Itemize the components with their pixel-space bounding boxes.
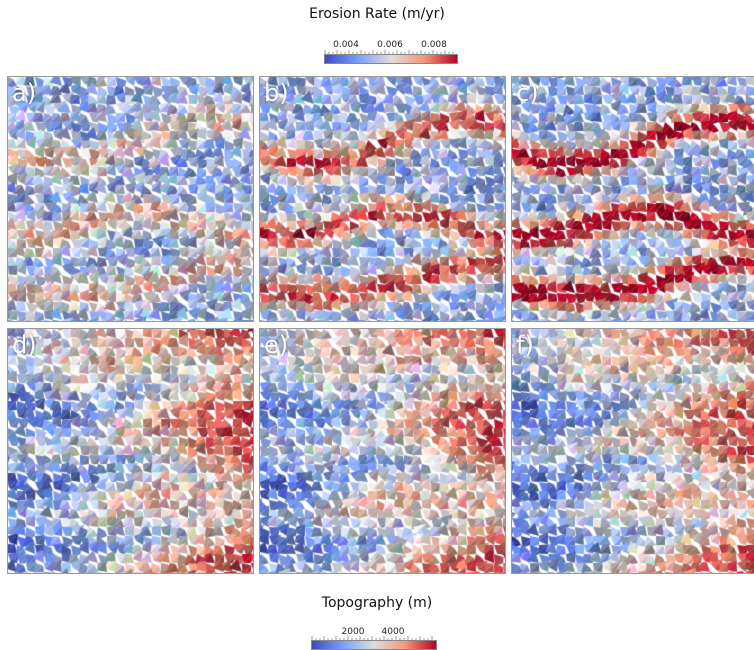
topography-map-f	[512, 329, 754, 573]
topography-tick-label: 2000	[341, 627, 365, 637]
topography-colorbar-gradient	[311, 640, 437, 650]
erosion-map-c	[512, 77, 754, 321]
topography-colorbar: 2000 4000	[311, 627, 437, 650]
topography-map-e	[260, 329, 505, 573]
erosion-map-b	[260, 77, 505, 321]
erosion-tick-label: 0.004	[333, 40, 359, 50]
erosion-map-a	[8, 77, 253, 321]
panel-c: c)	[511, 76, 754, 322]
panel-e: e)	[259, 328, 506, 574]
panel-label: a)	[12, 79, 37, 107]
panel-f: f)	[511, 328, 754, 574]
topography-map-d	[8, 329, 253, 573]
panel-b: b)	[259, 76, 506, 322]
erosion-colorbar-gradient	[324, 54, 458, 64]
panel-label: b)	[264, 79, 289, 107]
erosion-colorbar: 0.004 0.006 0.008	[324, 40, 458, 64]
panel-label: e)	[264, 331, 289, 359]
erosion-tick-label: 0.006	[377, 40, 403, 50]
panel-label: f)	[516, 331, 534, 359]
erosion-rate-title: Erosion Rate (m/yr)	[309, 6, 445, 22]
topography-title: Topography (m)	[321, 595, 433, 611]
panel-label: c)	[516, 79, 539, 107]
panel-d: d)	[7, 328, 254, 574]
erosion-tick-label: 0.008	[421, 40, 447, 50]
panel-label: d)	[12, 331, 37, 359]
topography-tick-label: 4000	[381, 627, 405, 637]
panel-a: a)	[7, 76, 254, 322]
